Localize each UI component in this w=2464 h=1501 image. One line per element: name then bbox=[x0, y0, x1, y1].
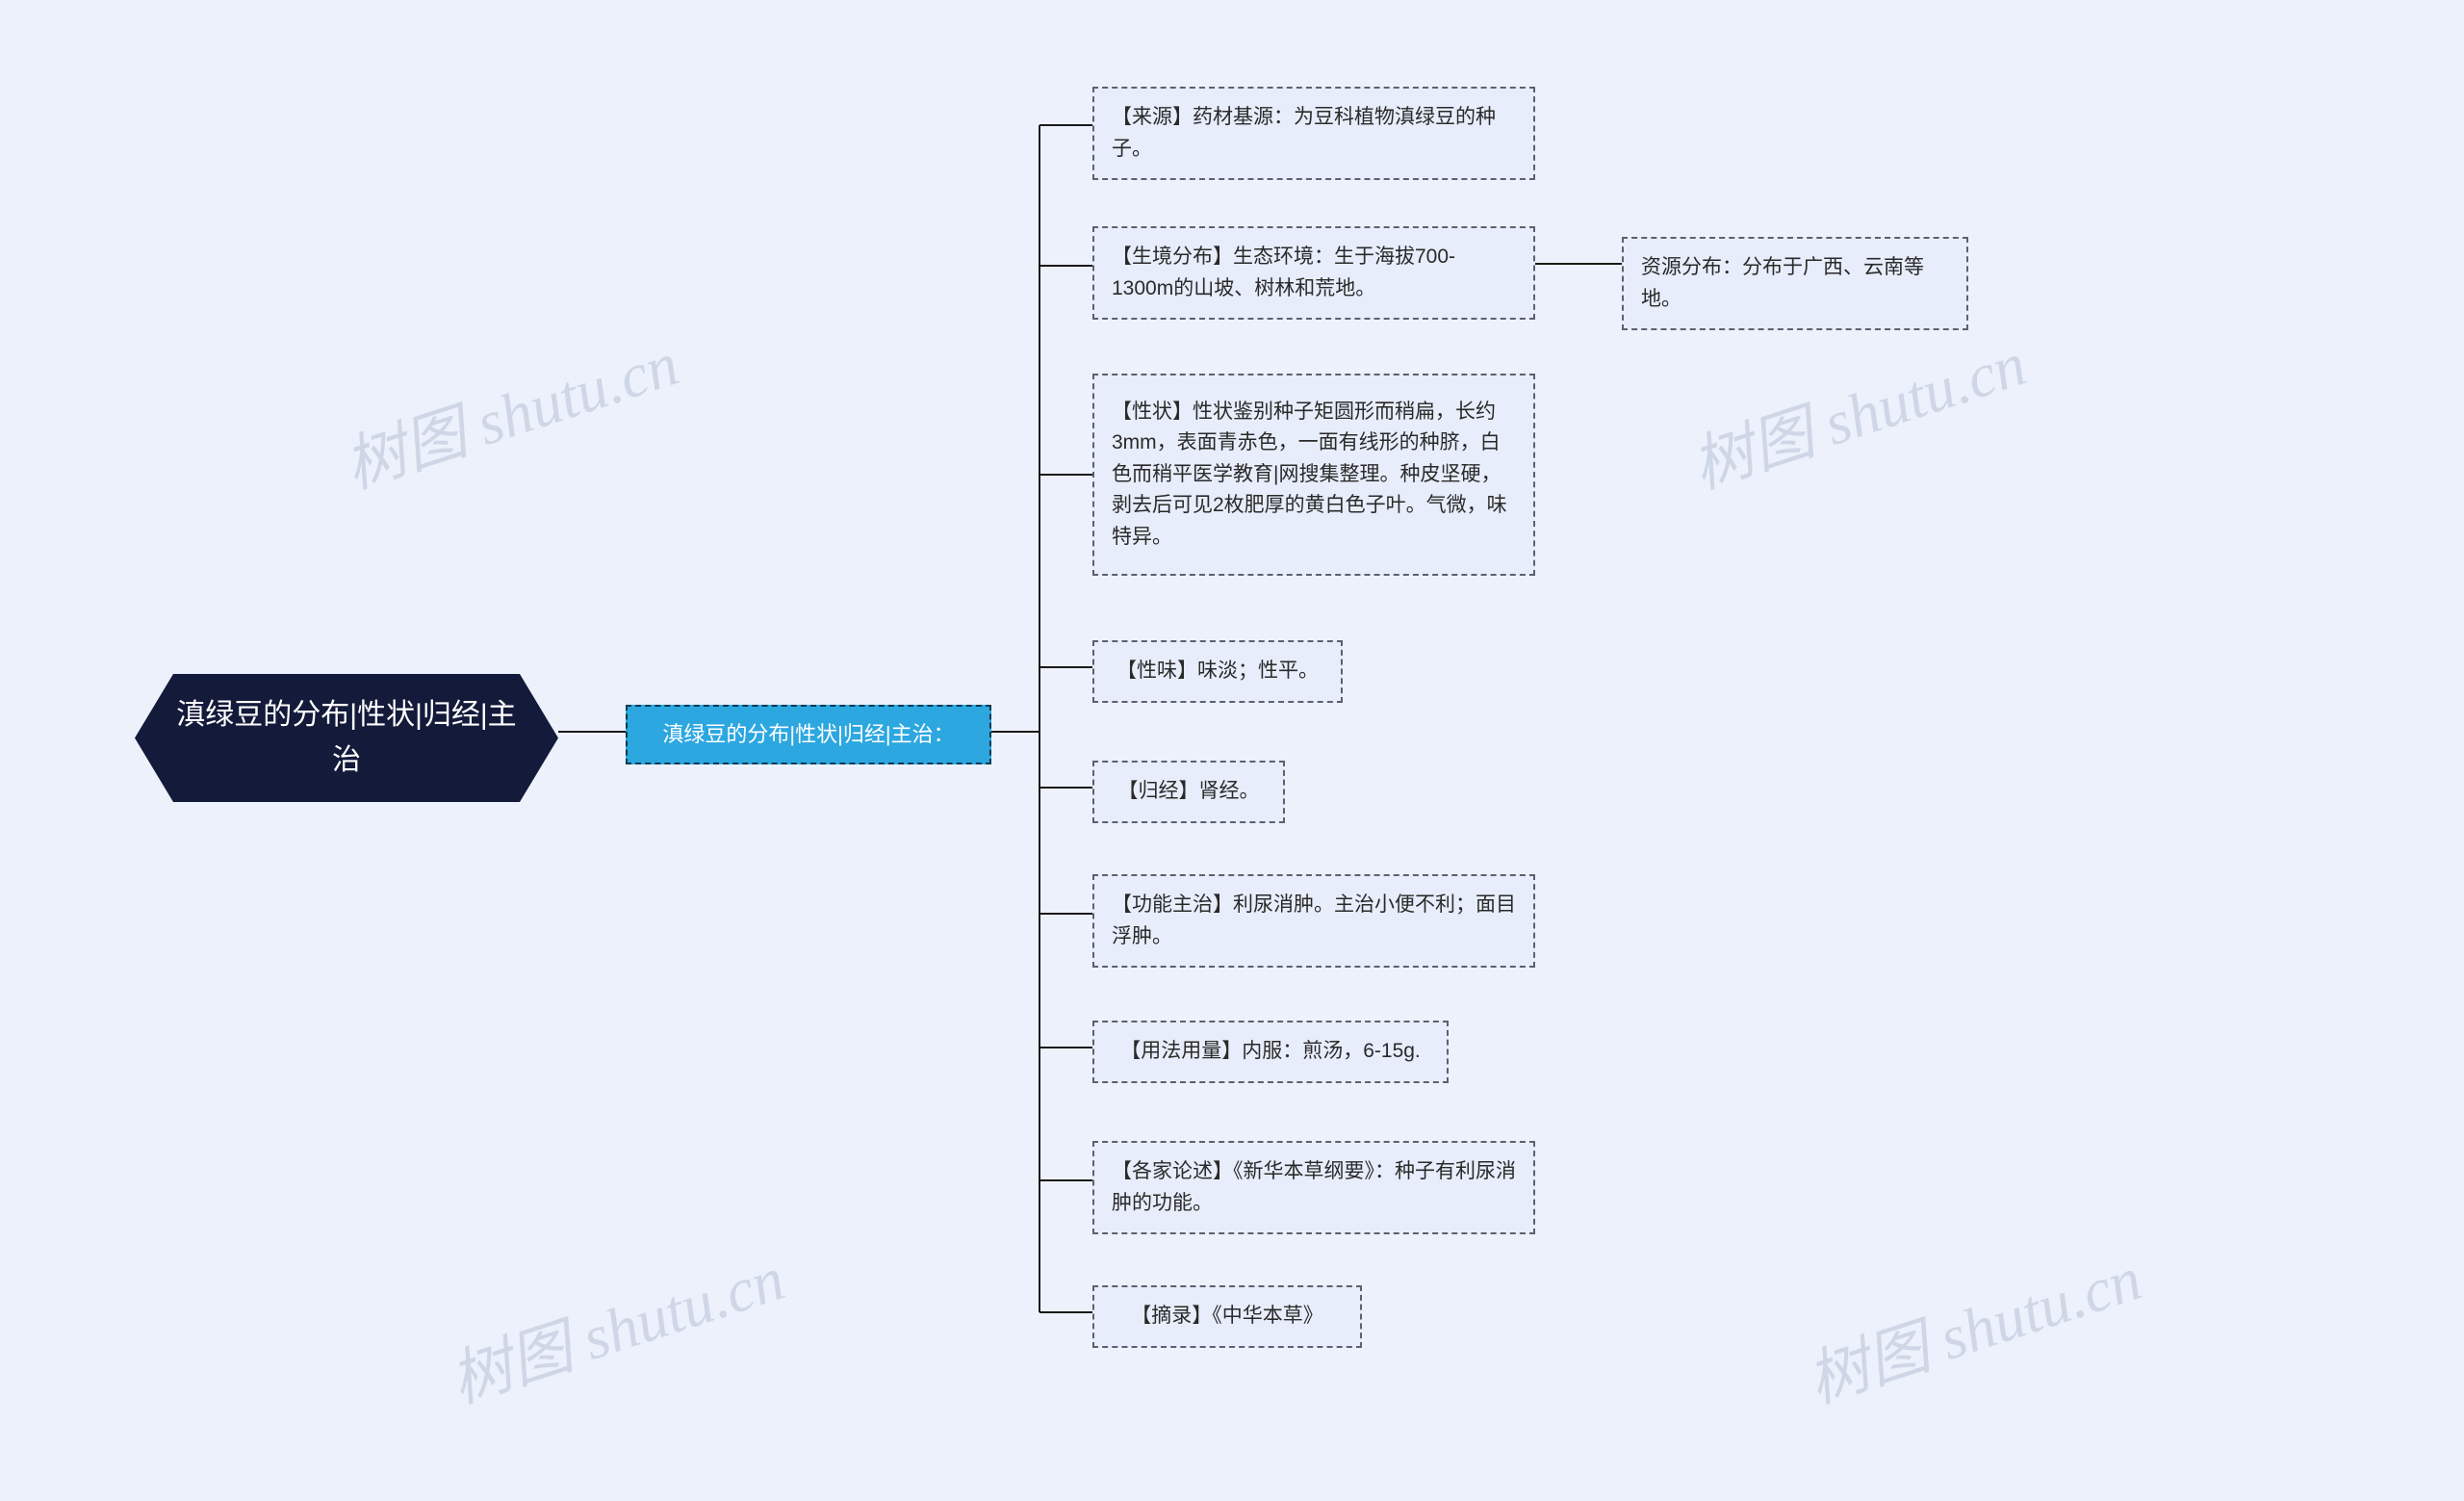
leaf-meridian[interactable]: 【归经】肾经。 bbox=[1092, 761, 1285, 823]
leaf-usage[interactable]: 【用法用量】内服：煎汤，6-15g. bbox=[1092, 1021, 1449, 1083]
leaf-character[interactable]: 【性状】性状鉴别种子矩圆形而稍扁，长约3mm，表面青赤色，一面有线形的种脐，白色… bbox=[1092, 374, 1535, 576]
mindmap-canvas: 树图 shutu.cn 树图 shutu.cn 树图 shutu.cn 树图 s… bbox=[0, 0, 2464, 1501]
leaf-excerpt[interactable]: 【摘录】《中华本草》 bbox=[1092, 1285, 1362, 1348]
leaf-discuss[interactable]: 【各家论述】《新华本草纲要》：种子有利尿消肿的功能。 bbox=[1092, 1141, 1535, 1234]
root-node[interactable]: 滇绿豆的分布|性状|归经|主治 bbox=[135, 674, 558, 802]
subtopic-node[interactable]: 滇绿豆的分布|性状|归经|主治： bbox=[626, 705, 991, 764]
watermark: 树图 shutu.cn bbox=[438, 1229, 794, 1420]
leaf-habitat[interactable]: 【生境分布】生态环境：生于海拔700-1300m的山坡、树林和荒地。 bbox=[1092, 226, 1535, 320]
watermark: 树图 shutu.cn bbox=[1795, 1229, 2151, 1420]
watermark: 树图 shutu.cn bbox=[1680, 315, 2036, 505]
leaf-taste[interactable]: 【性味】味淡；性平。 bbox=[1092, 640, 1343, 703]
leaf-source[interactable]: 【来源】药材基源：为豆科植物滇绿豆的种子。 bbox=[1092, 87, 1535, 180]
leaf-distribution[interactable]: 资源分布：分布于广西、云南等地。 bbox=[1622, 237, 1968, 330]
watermark: 树图 shutu.cn bbox=[332, 315, 688, 505]
leaf-function[interactable]: 【功能主治】利尿消肿。主治小便不利；面目浮肿。 bbox=[1092, 874, 1535, 968]
